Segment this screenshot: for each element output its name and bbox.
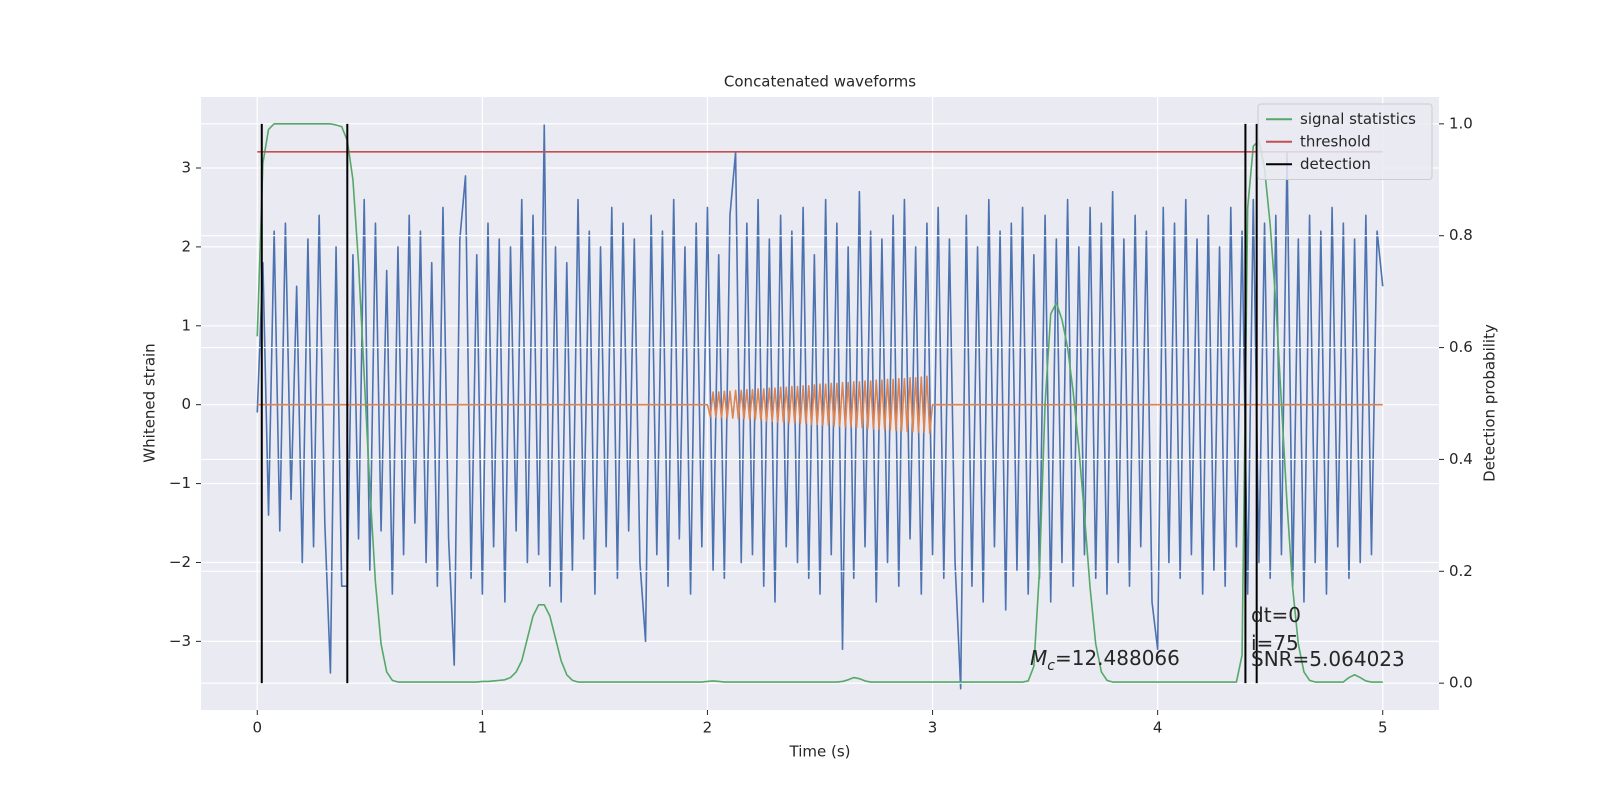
annotation-text: dt=0 bbox=[1251, 603, 1301, 627]
y-tick-label: 2 bbox=[181, 237, 191, 255]
series-line bbox=[256, 123, 1383, 683]
y-tick-label: 1 bbox=[181, 316, 191, 334]
x-axis-label: Time (s) bbox=[789, 743, 851, 761]
annotation-symbol: M bbox=[1030, 646, 1047, 670]
primary-data-layer bbox=[256, 123, 1384, 690]
x-tick-label: 0 bbox=[252, 719, 262, 737]
y2-tick-label: 0.0 bbox=[1449, 674, 1473, 692]
y-tick-label: −3 bbox=[169, 632, 191, 650]
y2-tick-label: 0.8 bbox=[1449, 226, 1473, 244]
annotation: Mc=12.488066 bbox=[1030, 646, 1180, 674]
secondary-data-layer bbox=[256, 123, 1383, 684]
y-axis-label: Whitened strain bbox=[141, 343, 159, 462]
annotation: SNR=5.064023 bbox=[1251, 647, 1405, 671]
x-tick-label: 5 bbox=[1378, 719, 1388, 737]
waveform-line bbox=[256, 123, 1384, 690]
secondary-grid-layer bbox=[201, 123, 1439, 684]
x-tick-label: 2 bbox=[703, 719, 713, 737]
text-layer: Concatenated waveforms Time (s) Whitened… bbox=[141, 73, 1499, 761]
annotation-text: SNR=5.064023 bbox=[1251, 647, 1405, 671]
x-tick-label: 3 bbox=[928, 719, 938, 737]
y2-tick-label: 1.0 bbox=[1449, 114, 1473, 132]
y2-tick-label: 0.2 bbox=[1449, 562, 1473, 580]
legend: signal statistics threshold detection bbox=[1257, 103, 1433, 180]
y2-tick-label: 0.6 bbox=[1449, 338, 1473, 356]
y-tick-label: −2 bbox=[169, 553, 191, 571]
y-tick-label: 0 bbox=[181, 395, 191, 413]
annotation-text: =12.488066 bbox=[1055, 646, 1180, 670]
x-tick-label: 1 bbox=[478, 719, 488, 737]
legend-box bbox=[1257, 103, 1433, 180]
plot-background bbox=[201, 97, 1439, 710]
chart-title: Concatenated waveforms bbox=[724, 73, 916, 91]
y-tick-label: −1 bbox=[169, 474, 191, 492]
legend-label: threshold bbox=[1300, 132, 1371, 150]
waveform-line bbox=[257, 375, 1383, 434]
annotation: dt=0 bbox=[1251, 603, 1301, 627]
y2-axis-label: Detection probability bbox=[1481, 324, 1499, 482]
annotation-subscript: c bbox=[1047, 658, 1055, 674]
x-tick-label: 4 bbox=[1153, 719, 1163, 737]
annotation-text: i=75 bbox=[1251, 631, 1299, 655]
y2-tick-label: 0.4 bbox=[1449, 450, 1473, 468]
y-tick-label: 3 bbox=[181, 159, 191, 177]
annotation: i=75 bbox=[1251, 631, 1299, 655]
legend-label: detection bbox=[1300, 155, 1371, 173]
legend-label: signal statistics bbox=[1300, 110, 1416, 128]
